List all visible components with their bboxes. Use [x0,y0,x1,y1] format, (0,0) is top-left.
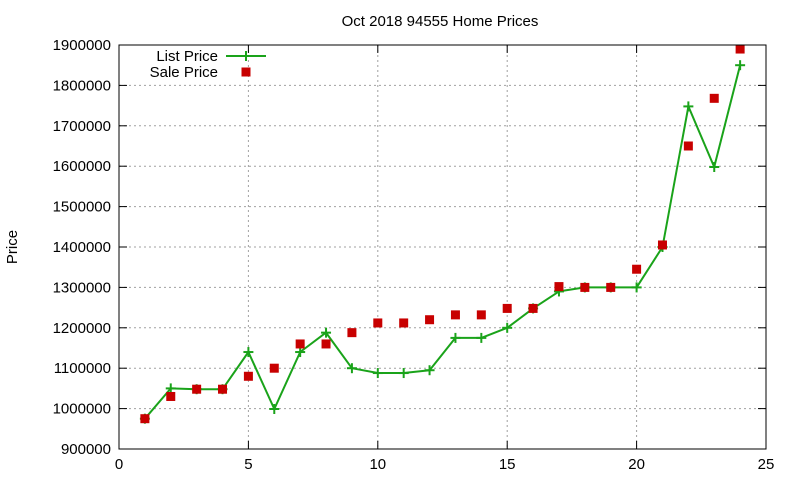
legend-square-marker [241,67,251,77]
x-tick-label: 25 [758,456,775,473]
list-price-point [269,404,280,415]
list-price-point [735,60,746,71]
y-tick-label: 1700000 [53,118,111,135]
sale-price-point [683,141,693,151]
series-sale-price [140,44,745,424]
list-price-point [476,332,487,343]
tick-labels: 900000 1000000 1100000 1200000 1300000 140000… [53,37,775,473]
x-tick-label: 0 [115,456,123,473]
sale-price-point [192,384,202,394]
sale-price-point [399,318,409,328]
sale-price-point [218,384,228,394]
plot-area-frame [118,44,767,450]
y-tick-label: 1100000 [54,360,111,377]
legend-plus-marker [241,51,251,61]
y-tick-label: 1500000 [53,199,111,216]
sale-price-point [321,339,331,349]
sale-price-point [166,391,176,401]
list-price-point [346,363,357,374]
sale-price-point [269,363,279,373]
sale-price-point [657,240,667,250]
x-tick-label: 5 [244,456,252,473]
chart-title: Oct 2018 94555 Home Prices [342,13,539,30]
y-tick-label: 1800000 [53,77,111,94]
y-tick-label: 1400000 [53,239,111,256]
list-price-point [450,332,461,343]
list-price-point [631,282,642,293]
legend-label: List Price [156,48,218,65]
list-price-point [683,101,694,112]
y-tick-label: 900000 [61,441,111,458]
list-price-point [398,368,409,379]
grid-lines [119,45,766,449]
y-tick-label: 1200000 [53,320,111,337]
list-price-point [165,383,176,394]
x-tick-label: 10 [369,456,386,473]
sale-price-point [373,318,383,328]
sale-price-point [450,310,460,320]
legend-label: Sale Price [150,64,218,81]
x-tick-label: 15 [499,456,516,473]
list-price-point [295,347,306,358]
sale-price-point [476,310,486,320]
sale-price-point [606,282,616,292]
sale-price-point [554,282,564,292]
list-price-point [709,162,720,173]
sale-price-point [243,371,253,381]
sale-price-point [140,414,150,424]
y-tick-label: 1000000 [53,401,111,418]
sale-price-point [425,315,435,325]
sale-price-point [580,282,590,292]
data-series [139,44,746,424]
list-price-point [372,368,383,379]
list-price-line [144,64,742,420]
list-price-point [321,327,332,338]
y-tick-label: 1300000 [53,279,111,296]
sale-price-point [502,303,512,313]
x-tick-label: 20 [628,456,645,473]
sale-price-point [709,93,719,103]
list-price-point [243,347,254,358]
sale-price-point [632,264,642,274]
y-tick-label: 1600000 [53,158,111,175]
list-price-point [424,365,435,376]
sale-price-point [735,44,745,54]
list-price-point [502,322,513,333]
y-axis-label: Price [4,230,21,264]
sale-price-point [295,339,305,349]
sale-price-point [528,303,538,313]
y-tick-label: 1900000 [53,37,111,54]
sale-price-point [347,328,357,338]
